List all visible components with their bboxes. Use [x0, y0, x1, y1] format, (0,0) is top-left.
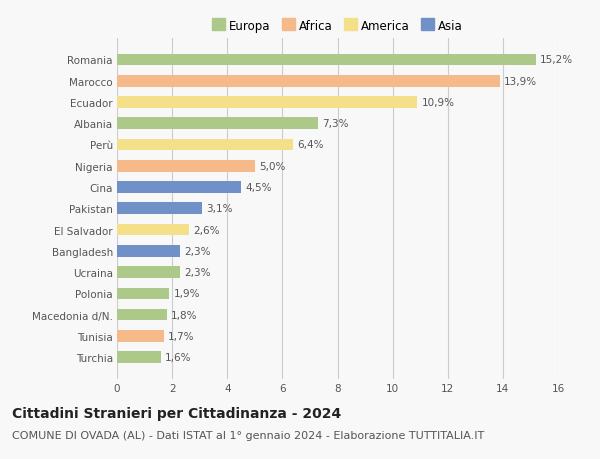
Bar	[117, 161, 255, 172]
Bar	[117, 55, 536, 66]
Text: 4,5%: 4,5%	[245, 183, 272, 193]
Bar	[117, 352, 161, 363]
Text: 13,9%: 13,9%	[504, 77, 538, 86]
Bar	[117, 288, 169, 300]
Text: 1,7%: 1,7%	[168, 331, 194, 341]
Text: 2,6%: 2,6%	[193, 225, 219, 235]
Bar	[117, 97, 418, 109]
Bar	[117, 203, 202, 215]
Text: 1,9%: 1,9%	[173, 289, 200, 299]
Text: 6,4%: 6,4%	[298, 140, 324, 150]
Text: Cittadini Stranieri per Cittadinanza - 2024: Cittadini Stranieri per Cittadinanza - 2…	[12, 406, 341, 420]
Text: 1,8%: 1,8%	[171, 310, 197, 320]
Bar	[117, 267, 181, 278]
Bar	[117, 309, 167, 321]
Text: 7,3%: 7,3%	[322, 119, 349, 129]
Bar	[117, 118, 318, 130]
Text: 2,3%: 2,3%	[185, 246, 211, 256]
Bar	[117, 182, 241, 193]
Bar	[117, 246, 181, 257]
Bar	[117, 224, 188, 236]
Text: 2,3%: 2,3%	[185, 268, 211, 278]
Text: 1,6%: 1,6%	[165, 353, 192, 363]
Text: 10,9%: 10,9%	[422, 98, 455, 108]
Text: COMUNE DI OVADA (AL) - Dati ISTAT al 1° gennaio 2024 - Elaborazione TUTTITALIA.I: COMUNE DI OVADA (AL) - Dati ISTAT al 1° …	[12, 431, 484, 441]
Legend: Europa, Africa, America, Asia: Europa, Africa, America, Asia	[210, 18, 465, 35]
Bar	[117, 140, 293, 151]
Bar	[117, 76, 500, 87]
Text: 3,1%: 3,1%	[206, 204, 233, 214]
Text: 15,2%: 15,2%	[540, 55, 573, 65]
Bar	[117, 330, 164, 342]
Text: 5,0%: 5,0%	[259, 162, 286, 171]
